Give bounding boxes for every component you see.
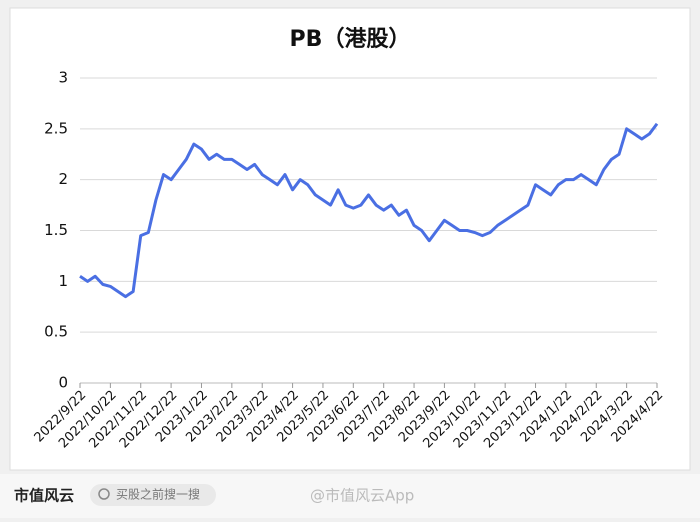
line-series <box>79 122 659 299</box>
footer-logo: 市值风云 <box>14 487 74 505</box>
y-tick-label: 1 <box>58 272 68 290</box>
search-box[interactable] <box>90 484 216 506</box>
chart-title: PB（港股） <box>290 27 411 52</box>
y-tick-label: 2.5 <box>44 119 68 137</box>
chart-card <box>9 7 691 471</box>
footer-account: @市值风云App <box>310 487 414 505</box>
y-tick-label: 1.5 <box>44 221 68 239</box>
y-tick-label: 0.5 <box>44 323 68 341</box>
y-tick-label: 2 <box>58 170 68 188</box>
search-icon <box>98 488 110 500</box>
y-tick-label: 0 <box>58 374 68 392</box>
y-tick-label: 3 <box>58 69 68 87</box>
search-text[interactable]: 买股之前搜一搜 <box>116 487 200 502</box>
